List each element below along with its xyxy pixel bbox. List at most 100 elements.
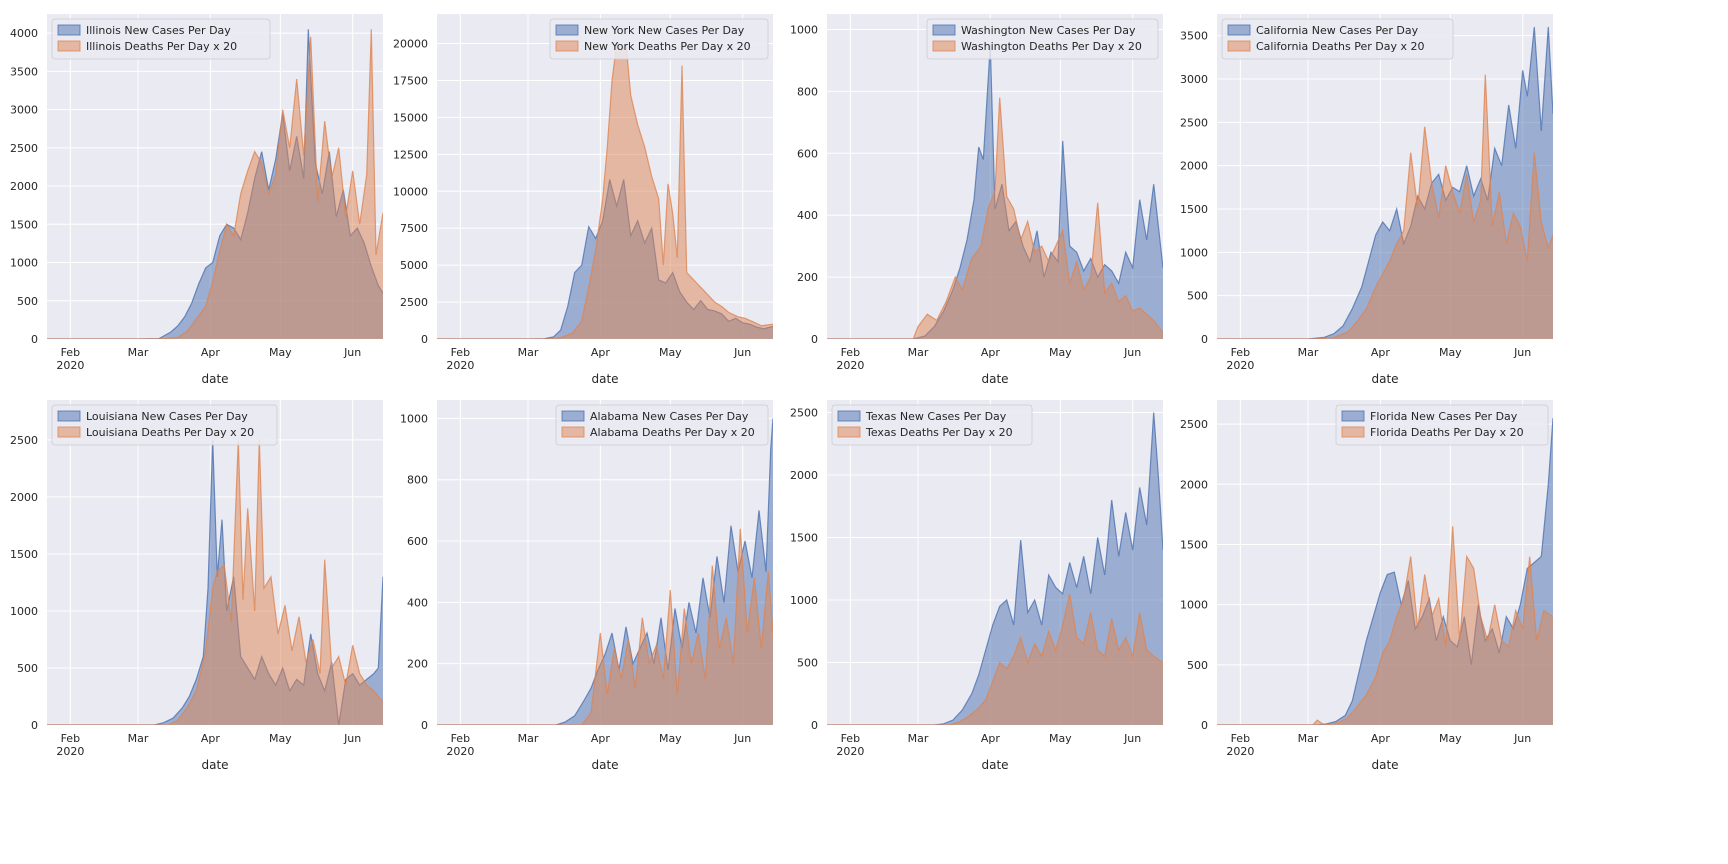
x-tick-label: Mar xyxy=(518,346,539,359)
x-tick-label: Apr xyxy=(201,346,221,359)
chart-panel: 0 2500 5000 7500 10000 12500 15000 17500 20000 Fe… xyxy=(393,14,773,386)
y-tick-label: 1000 xyxy=(790,594,818,607)
legend-label: Louisiana Deaths Per Day x 20 xyxy=(86,426,254,439)
y-tick-label: 3500 xyxy=(10,65,38,78)
series-line-california-new-cases-per-day xyxy=(1217,26,1553,339)
y-tick-label: 1000 xyxy=(790,23,818,36)
y-tick-label: 1500 xyxy=(10,218,38,231)
y-tick-label: 0 xyxy=(1201,333,1208,346)
legend-swatch xyxy=(57,426,81,438)
legend-swatch xyxy=(1341,410,1365,422)
x-tick-sublabel: 2020 xyxy=(836,359,864,372)
y-tick-label: 3500 xyxy=(1180,30,1208,43)
y-tick-label: 2500 xyxy=(10,142,38,155)
series-line-alabama-deaths-per-day-x-20 xyxy=(437,528,773,725)
series-area-california-deaths-per-day-x-20 xyxy=(1217,74,1553,339)
y-tick-label: 20000 xyxy=(393,38,428,51)
y-tick-label: 17500 xyxy=(393,74,428,87)
x-tick-sublabel: 2020 xyxy=(446,359,474,372)
y-tick-label: 15000 xyxy=(393,111,428,124)
y-tick-label: 1500 xyxy=(790,532,818,545)
y-tick-label: 1500 xyxy=(10,548,38,561)
legend-label: California New Cases Per Day xyxy=(1256,24,1419,37)
series-area-louisiana-deaths-per-day-x-20 xyxy=(47,439,383,725)
x-tick-label: Apr xyxy=(981,346,1001,359)
y-tick-label: 800 xyxy=(407,474,428,487)
series-line-louisiana-deaths-per-day-x-20 xyxy=(47,439,383,725)
legend-label: California Deaths Per Day x 20 xyxy=(1256,40,1424,53)
legend: Washington New Cases Per Day Washington D… xyxy=(926,18,1159,60)
x-tick-label: May xyxy=(659,732,682,745)
x-tick-label: May xyxy=(1049,732,1072,745)
legend-swatch xyxy=(837,410,861,422)
y-tick-label: 0 xyxy=(1201,719,1208,732)
y-tick-label: 1000 xyxy=(10,257,38,270)
y-tick-label: 2500 xyxy=(1180,116,1208,129)
y-tick-label: 500 xyxy=(1187,659,1208,672)
y-tick-label: 1000 xyxy=(1180,599,1208,612)
legend-label: Florida Deaths Per Day x 20 xyxy=(1370,426,1524,439)
x-tick-sublabel: 2020 xyxy=(836,745,864,758)
legend-label: Louisiana New Cases Per Day xyxy=(86,410,248,423)
series-line-florida-deaths-per-day-x-20 xyxy=(1217,526,1553,725)
legend: New York New Cases Per Day New York Death… xyxy=(549,18,769,60)
y-tick-label: 500 xyxy=(797,657,818,670)
y-tick-label: 4000 xyxy=(10,27,38,40)
y-tick-label: 2000 xyxy=(10,180,38,193)
x-tick-label: Mar xyxy=(1298,346,1319,359)
y-tick-label: 0 xyxy=(421,333,428,346)
y-tick-label: 12500 xyxy=(393,148,428,161)
x-tick-label: May xyxy=(1439,346,1462,359)
series-line-washington-deaths-per-day-x-20 xyxy=(827,97,1163,339)
x-tick-label: Feb xyxy=(841,346,860,359)
x-tick-sublabel: 2020 xyxy=(56,745,84,758)
legend-label: Texas New Cases Per Day xyxy=(865,410,1007,423)
series-line-texas-deaths-per-day-x-20 xyxy=(827,593,1163,725)
legend-swatch xyxy=(1227,24,1251,36)
legend-label: Alabama Deaths Per Day x 20 xyxy=(590,426,755,439)
y-tick-label: 0 xyxy=(31,719,38,732)
legend-label: New York New Cases Per Day xyxy=(584,24,745,37)
y-tick-label: 600 xyxy=(797,147,818,160)
series-line-new-york-deaths-per-day-x-20 xyxy=(437,41,773,339)
x-tick-label: Mar xyxy=(128,346,149,359)
legend-swatch xyxy=(837,426,861,438)
y-tick-label: 400 xyxy=(797,209,818,222)
x-axis-label: date xyxy=(1371,372,1398,386)
x-tick-sublabel: 2020 xyxy=(1226,745,1254,758)
legend: Alabama New Cases Per Day Alabama Deaths … xyxy=(555,404,769,446)
x-tick-label: Apr xyxy=(981,732,1001,745)
x-tick-label: May xyxy=(1439,732,1462,745)
y-tick-label: 2000 xyxy=(1180,478,1208,491)
legend-label: Washington Deaths Per Day x 20 xyxy=(961,40,1142,53)
x-tick-label: Feb xyxy=(61,346,80,359)
x-tick-sublabel: 2020 xyxy=(56,359,84,372)
legend-swatch xyxy=(561,426,585,438)
x-tick-label: Mar xyxy=(1298,732,1319,745)
series-line-illinois-deaths-per-day-x-20 xyxy=(47,29,383,339)
x-tick-label: May xyxy=(659,346,682,359)
y-tick-label: 2500 xyxy=(10,434,38,447)
x-tick-label: Feb xyxy=(451,732,470,745)
series-area-texas-deaths-per-day-x-20 xyxy=(827,593,1163,725)
x-tick-label: Mar xyxy=(908,346,929,359)
y-tick-label: 2500 xyxy=(1180,418,1208,431)
legend: Illinois New Cases Per Day Illinois Death… xyxy=(51,18,271,60)
legend-label: Texas Deaths Per Day x 20 xyxy=(865,426,1013,439)
x-axis-label: date xyxy=(981,372,1008,386)
y-tick-label: 500 xyxy=(17,295,38,308)
series-area-alabama-deaths-per-day-x-20 xyxy=(437,528,773,725)
legend-label: Alabama New Cases Per Day xyxy=(590,410,749,423)
x-tick-label: May xyxy=(269,732,292,745)
series-area-new-york-deaths-per-day-x-20 xyxy=(437,43,773,339)
legend: Louisiana New Cases Per Day Louisiana Dea… xyxy=(51,404,278,446)
y-tick-label: 2500 xyxy=(400,296,428,309)
x-axis-label: date xyxy=(981,758,1008,772)
y-tick-label: 600 xyxy=(407,535,428,548)
y-tick-label: 500 xyxy=(1187,290,1208,303)
x-tick-label: Jun xyxy=(1513,346,1531,359)
